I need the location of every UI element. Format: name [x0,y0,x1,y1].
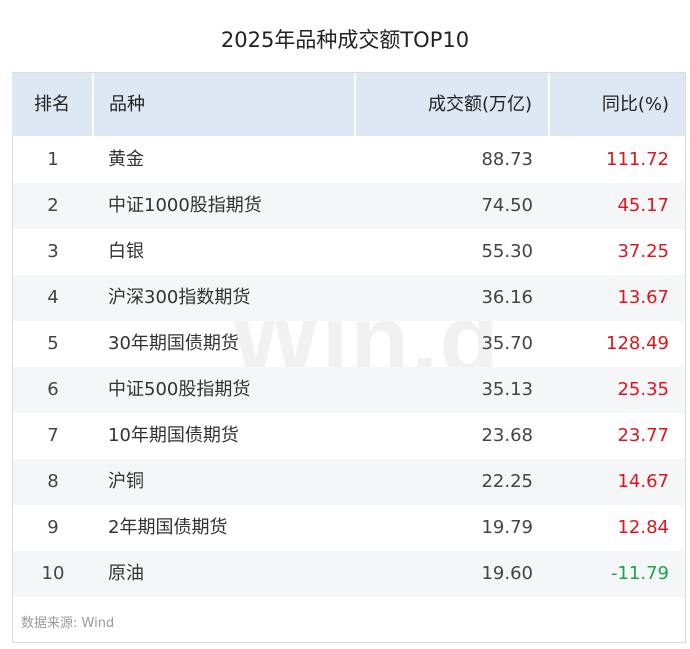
rank-cell: 3 [47,241,59,262]
table-row: 9 2年期国债期货 19.79 12.84 [13,505,685,551]
yoy-cell: 13.67 [617,287,669,308]
name-cell: 沪深300指数期货 [108,287,251,308]
volume-cell: 74.50 [481,195,533,216]
yoy-cell: 37.25 [617,241,669,262]
rank-cell: 7 [47,425,59,446]
yoy-cell: 45.17 [617,195,669,216]
yoy-cell: 25.35 [617,379,669,400]
yoy-cell: 12.84 [617,517,669,538]
name-cell: 10年期国债期货 [108,425,239,446]
table-title: 2025年品种成交额TOP10 [220,28,470,52]
volume-cell: 19.79 [481,517,533,538]
yoy-cell: -11.79 [610,563,669,584]
rank-cell: 8 [47,471,59,492]
name-cell: 黄金 [108,149,144,170]
name-cell: 沪铜 [108,471,144,492]
header-volume: 成交额(万亿) [427,94,532,115]
table-row: 2 中证1000股指期货 74.50 45.17 [13,183,685,229]
table-row: 4 沪深300指数期货 36.16 13.67 [13,275,685,321]
source-note: 数据来源: Wind [21,616,115,631]
header-name: 品种 [109,94,145,115]
table-header: 排名 品种 成交额(万亿) 同比(%) [12,73,685,136]
volume-cell: 19.60 [481,563,533,584]
table-row: 10 原油 19.60 -11.79 [13,551,685,597]
rank-cell: 2 [47,195,59,216]
yoy-cell: 14.67 [617,471,669,492]
volume-cell: 35.13 [481,379,533,400]
yoy-cell: 23.77 [617,425,669,446]
name-cell: 白银 [108,241,144,262]
rank-cell: 9 [47,517,59,538]
name-cell: 中证1000股指期货 [108,195,262,216]
name-cell: 中证500股指期货 [108,379,251,400]
name-cell: 原油 [108,563,144,584]
table-frame [12,72,686,643]
header-yoy: 同比(%) [601,94,669,115]
rank-cell: 5 [47,333,59,354]
rank-cell: 4 [47,287,59,308]
volume-cell: 23.68 [481,425,533,446]
header-divider [92,73,94,136]
table-row: 6 中证500股指期货 35.13 25.35 [13,367,685,413]
volume-cell: 36.16 [481,287,533,308]
rank-cell: 10 [41,563,65,584]
header-rank: 排名 [34,94,70,115]
volume-cell: 35.70 [481,333,533,354]
table-row: 8 沪铜 22.25 14.67 [13,459,685,505]
name-cell: 2年期国债期货 [108,517,228,538]
table-row: 5 30年期国债期货 35.70 128.49 [13,321,685,367]
header-divider [548,73,550,136]
yoy-cell: 111.72 [606,149,669,170]
rank-cell: 1 [47,149,59,170]
rank-cell: 6 [47,379,59,400]
yoy-cell: 128.49 [606,333,669,354]
volume-cell: 88.73 [481,149,533,170]
name-cell: 30年期国债期货 [108,333,239,354]
table-row: 3 白银 55.30 37.25 [13,229,685,275]
table-row: 7 10年期国债期货 23.68 23.77 [13,413,685,459]
header-divider [354,73,356,136]
volume-cell: 22.25 [481,471,533,492]
volume-cell: 55.30 [481,241,533,262]
table-row: 1 黄金 88.73 111.72 [13,137,685,183]
